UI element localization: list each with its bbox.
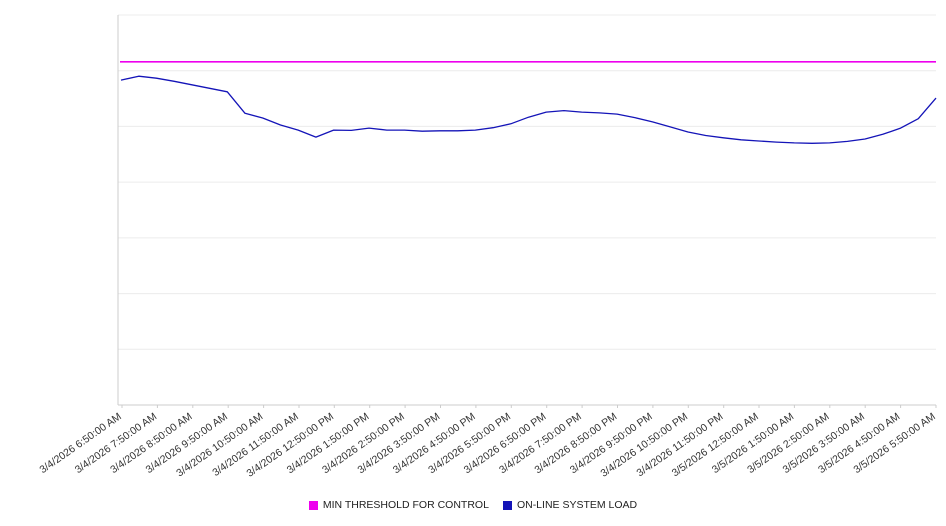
legend-label: MIN THRESHOLD FOR CONTROL: [322, 499, 489, 511]
line-chart-canvas: 3/4/2026 6:50:00 AM3/4/2026 7:50:00 AM3/…: [37, 14, 938, 480]
legend-label: ON-LINE SYSTEM LOAD: [516, 499, 638, 511]
legend-item: MIN THRESHOLD FOR CONTROL: [308, 499, 489, 511]
legend-swatch-icon: [308, 500, 318, 510]
chart-legend: MIN THRESHOLD FOR CONTROL ON-LINE SYSTEM …: [0, 499, 946, 511]
legend-swatch-icon: [502, 500, 512, 510]
legend-item: ON-LINE SYSTEM LOAD: [502, 499, 638, 511]
